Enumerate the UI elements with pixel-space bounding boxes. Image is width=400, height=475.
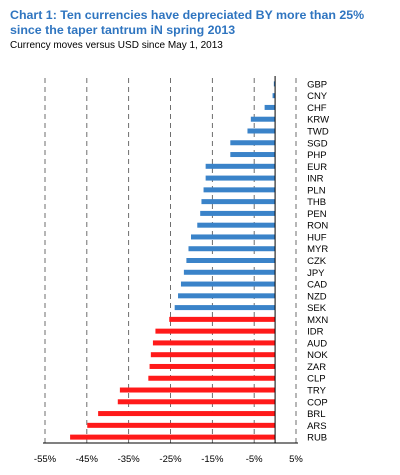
bar-ars bbox=[87, 422, 276, 428]
category-label-jpy: JPY bbox=[307, 268, 325, 279]
category-label-mxn: MXN bbox=[307, 315, 328, 326]
bar-mxn bbox=[169, 316, 276, 322]
category-label-ars: ARS bbox=[307, 421, 327, 432]
x-tick-label: -35% bbox=[118, 454, 141, 465]
bar-pln bbox=[203, 187, 276, 193]
category-label-php: PHP bbox=[307, 150, 327, 161]
x-tick-label: 5% bbox=[289, 454, 303, 465]
category-label-myr: MYR bbox=[307, 244, 328, 255]
category-label-sgd: SGD bbox=[307, 138, 328, 149]
bar-idr bbox=[155, 328, 276, 334]
category-label-chf: CHF bbox=[307, 103, 327, 114]
category-label-cop: COP bbox=[307, 397, 328, 408]
bar-rub bbox=[70, 434, 276, 440]
category-label-idr: IDR bbox=[307, 327, 324, 338]
category-label-cad: CAD bbox=[307, 280, 327, 291]
bars bbox=[70, 81, 276, 440]
category-label-sek: SEK bbox=[307, 303, 327, 314]
bar-zar bbox=[149, 363, 276, 369]
bar-sgd bbox=[230, 140, 276, 146]
category-label-pln: PLN bbox=[307, 185, 326, 196]
bar-chf bbox=[264, 104, 276, 110]
category-label-pen: PEN bbox=[307, 209, 327, 220]
bar-ron bbox=[197, 222, 276, 228]
category-label-inr: INR bbox=[307, 174, 324, 185]
category-label-gbp: GBP bbox=[307, 79, 327, 90]
bar-sek bbox=[174, 305, 276, 311]
x-tick-label: -15% bbox=[201, 454, 224, 465]
bar-pen bbox=[200, 210, 276, 216]
category-label-try: TRY bbox=[307, 386, 326, 397]
bar-jpy bbox=[183, 269, 276, 275]
bar-czk bbox=[186, 258, 276, 263]
category-label-ron: RON bbox=[307, 221, 328, 232]
bar-cny bbox=[272, 93, 276, 99]
bar-krw bbox=[250, 116, 276, 122]
chart-subtitle: Currency moves versus USD since May 1, 2… bbox=[10, 40, 223, 51]
category-label-clp: CLP bbox=[307, 374, 325, 385]
bar-aud bbox=[152, 340, 276, 346]
x-tick-label: -55% bbox=[34, 454, 57, 465]
category-label-thb: THB bbox=[307, 197, 326, 208]
category-label-twd: TWD bbox=[307, 126, 329, 137]
category-labels: GBPCNYCHFKRWTWDSGDPHPEURINRPLNTHBPENRONH… bbox=[307, 79, 329, 443]
bar-thb bbox=[201, 199, 276, 205]
bar-eur bbox=[205, 163, 276, 169]
category-label-brl: BRL bbox=[307, 409, 325, 420]
x-tick-label: -25% bbox=[159, 454, 182, 465]
bar-nzd bbox=[178, 293, 276, 299]
x-tick-label: -5% bbox=[246, 454, 263, 465]
bar-cad bbox=[180, 281, 276, 287]
category-label-krw: KRW bbox=[307, 115, 329, 126]
bar-cop bbox=[117, 399, 276, 405]
bar-twd bbox=[247, 128, 276, 134]
bar-brl bbox=[98, 411, 276, 417]
category-label-aud: AUD bbox=[307, 338, 327, 349]
x-tick-label: -45% bbox=[76, 454, 99, 465]
category-label-eur: EUR bbox=[307, 162, 327, 173]
bar-gbp bbox=[273, 81, 276, 87]
bar-myr bbox=[188, 246, 276, 252]
category-label-nok: NOK bbox=[307, 350, 328, 361]
category-label-zar: ZAR bbox=[307, 362, 326, 373]
category-label-cny: CNY bbox=[307, 91, 328, 102]
bar-huf bbox=[190, 234, 276, 240]
chart-title: Chart 1: Ten currencies have depreciated… bbox=[10, 8, 365, 37]
category-label-czk: CZK bbox=[307, 256, 327, 267]
bar-clp bbox=[148, 375, 276, 381]
bar-php bbox=[230, 152, 276, 158]
category-label-nzd: NZD bbox=[307, 291, 327, 302]
bar-nok bbox=[150, 352, 276, 358]
bar-inr bbox=[205, 175, 276, 181]
x-axis: -55% -45% -35% -25% -15% -5% 5% bbox=[34, 76, 303, 465]
category-label-huf: HUF bbox=[307, 232, 327, 243]
category-label-rub: RUB bbox=[307, 433, 327, 444]
bar-try bbox=[119, 387, 276, 393]
